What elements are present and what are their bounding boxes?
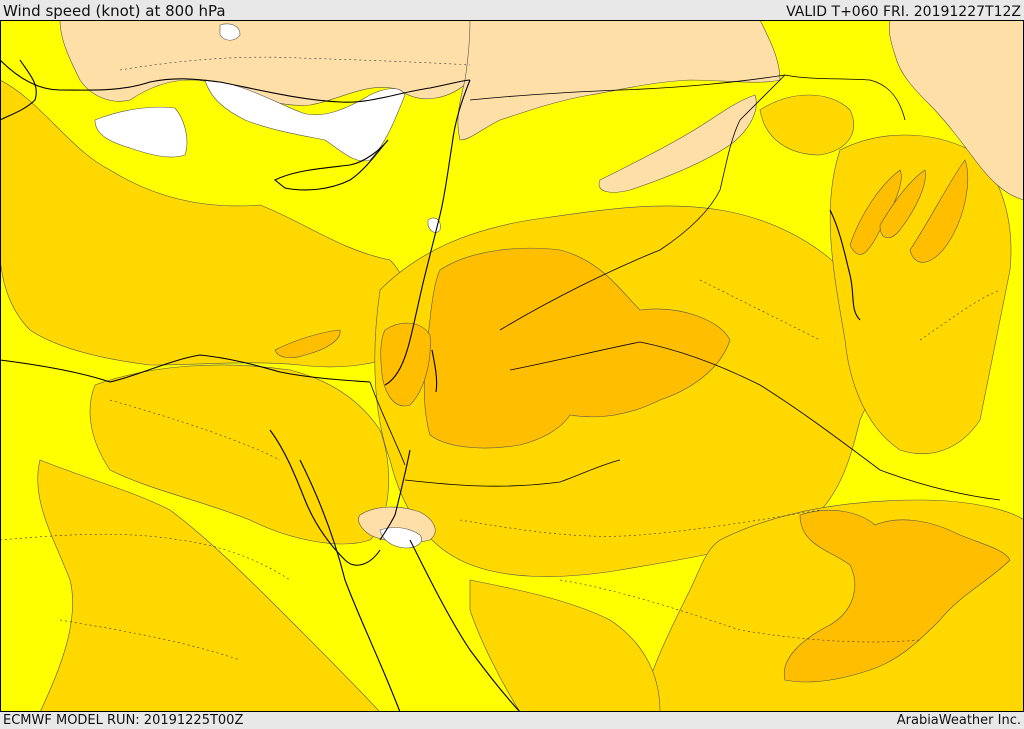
border-jordan-iraq — [509, 341, 1001, 501]
province-lines — [0, 56, 1001, 661]
wind-speed-map — [0, 20, 1024, 712]
border-iraq-east — [659, 74, 786, 251]
province-line-iran — [919, 289, 1001, 341]
calm-patch-lebanon — [427, 217, 441, 233]
calm-region-cyprus-south — [204, 79, 406, 162]
border-iran-iraq — [784, 74, 906, 121]
strong-wind-streak-east-3 — [879, 169, 926, 238]
coastline-dead-sea — [431, 349, 438, 393]
map-area — [0, 20, 1024, 712]
light-wind-region-turkey — [59, 20, 501, 106]
light-wind-streak-syria — [598, 94, 757, 193]
model-run-label: ECMWF MODEL RUN: 20191225T00Z — [3, 713, 244, 728]
coastline-red-sea-east — [409, 539, 521, 712]
province-line-turkey — [119, 56, 471, 71]
fresh-wind-region-egypt-south — [37, 459, 381, 712]
strong-wind-streak-east-2 — [909, 159, 968, 263]
fresh-wind-region-red-sea-east — [469, 579, 661, 712]
coastline-persian-gulf — [829, 209, 861, 321]
coastlines — [0, 59, 861, 712]
strong-wind-region-jordan — [423, 247, 731, 449]
borders — [369, 74, 1001, 501]
strong-wind-patch-med — [274, 329, 341, 359]
fresh-wind-region-upper-east — [759, 94, 855, 156]
header-bar: Wind speed (knot) at 800 hPa VALID T+060… — [0, 0, 1024, 20]
strong-wind-region-sinai-north — [380, 322, 431, 407]
coastline-gulf-suez — [269, 429, 381, 566]
border-turkey-syria — [469, 74, 786, 101]
coastline-aegean-islands — [0, 59, 37, 121]
fresh-wind-region-north-africa — [89, 364, 389, 545]
border-egypt-israel — [369, 381, 406, 466]
coastline-turkey-south — [0, 59, 471, 103]
province-line-egypt — [109, 399, 281, 461]
strong-wind-region-southeast — [783, 509, 1011, 683]
province-line-saudi-1 — [459, 509, 821, 537]
coastline-gulf-aqaba — [379, 449, 411, 541]
light-wind-region-northeast — [457, 20, 781, 141]
province-line-saudi-2 — [559, 579, 921, 643]
coastline-red-sea-west — [299, 459, 401, 712]
strong-wind-streak-east-1 — [849, 169, 902, 255]
credit-label: ArabiaWeather Inc. — [896, 713, 1021, 728]
calm-patch-north — [219, 23, 241, 41]
coastline-levant — [384, 79, 471, 386]
border-jordan-saudi — [404, 459, 621, 487]
light-wind-region-iran-north — [888, 20, 1024, 201]
border-syria-iraq — [499, 249, 661, 331]
province-line-sudan — [59, 619, 241, 661]
coastline-cyprus — [273, 139, 389, 191]
footer-bar: ECMWF MODEL RUN: 20191225T00Z ArabiaWeat… — [0, 712, 1024, 729]
calm-region-aegean — [94, 106, 188, 158]
valid-time: VALID T+060 FRI. 20191227T12Z — [786, 4, 1021, 20]
coastline-north-africa — [0, 354, 371, 383]
map-title: Wind speed (knot) at 800 hPa — [3, 2, 226, 20]
